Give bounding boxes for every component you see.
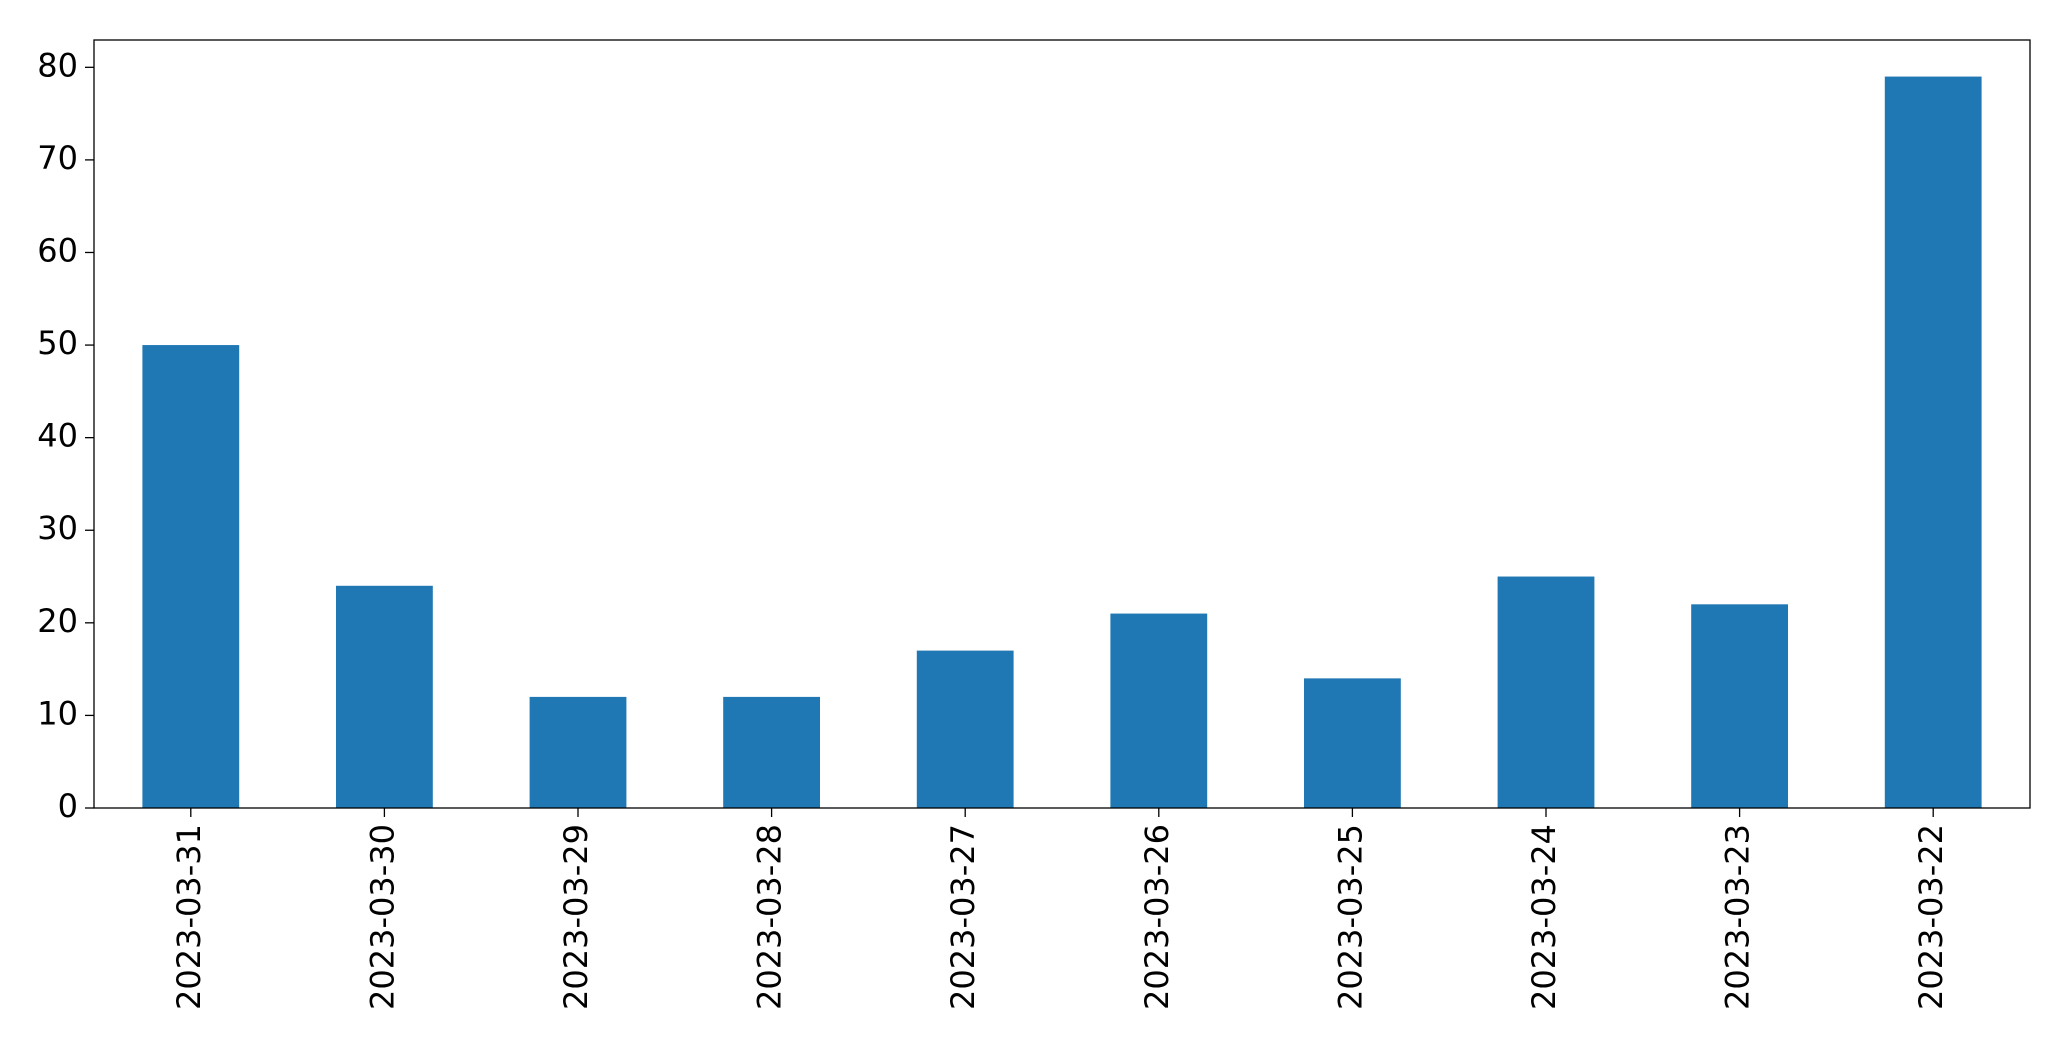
- x-tick-label: 2023-03-31: [170, 824, 208, 1010]
- bar: [1691, 604, 1788, 808]
- y-tick-label: 70: [37, 139, 78, 177]
- y-tick-label: 60: [37, 231, 78, 269]
- bar: [1110, 613, 1208, 808]
- bar: [1304, 678, 1401, 808]
- y-tick-label: 40: [37, 417, 78, 455]
- x-tick-label: 2023-03-23: [1719, 824, 1757, 1010]
- bar: [336, 585, 433, 808]
- y-tick-label: 80: [37, 46, 78, 84]
- y-tick-label: 20: [37, 602, 78, 640]
- x-tick-label: 2023-03-28: [751, 824, 789, 1010]
- x-tick-label: 2023-03-27: [944, 824, 982, 1010]
- bar: [142, 345, 240, 808]
- x-tick-label: 2023-03-24: [1525, 824, 1563, 1010]
- x-tick-label: 2023-03-26: [1138, 824, 1176, 1010]
- y-tick-label: 10: [37, 694, 78, 732]
- bar: [1884, 76, 1982, 809]
- x-tick-label: 2023-03-22: [1912, 824, 1950, 1010]
- y-tick-label: 50: [37, 324, 78, 362]
- x-tick-label: 2023-03-25: [1331, 824, 1369, 1010]
- y-tick-label: 30: [37, 509, 78, 547]
- bar: [529, 696, 627, 808]
- bar: [916, 650, 1014, 808]
- x-tick-label: 2023-03-30: [363, 824, 401, 1010]
- plot-frame: [93, 39, 2031, 809]
- x-tick-label: 2023-03-29: [557, 824, 595, 1010]
- bar: [1497, 576, 1595, 808]
- y-tick-label: 0: [58, 787, 78, 825]
- bar: [723, 696, 820, 808]
